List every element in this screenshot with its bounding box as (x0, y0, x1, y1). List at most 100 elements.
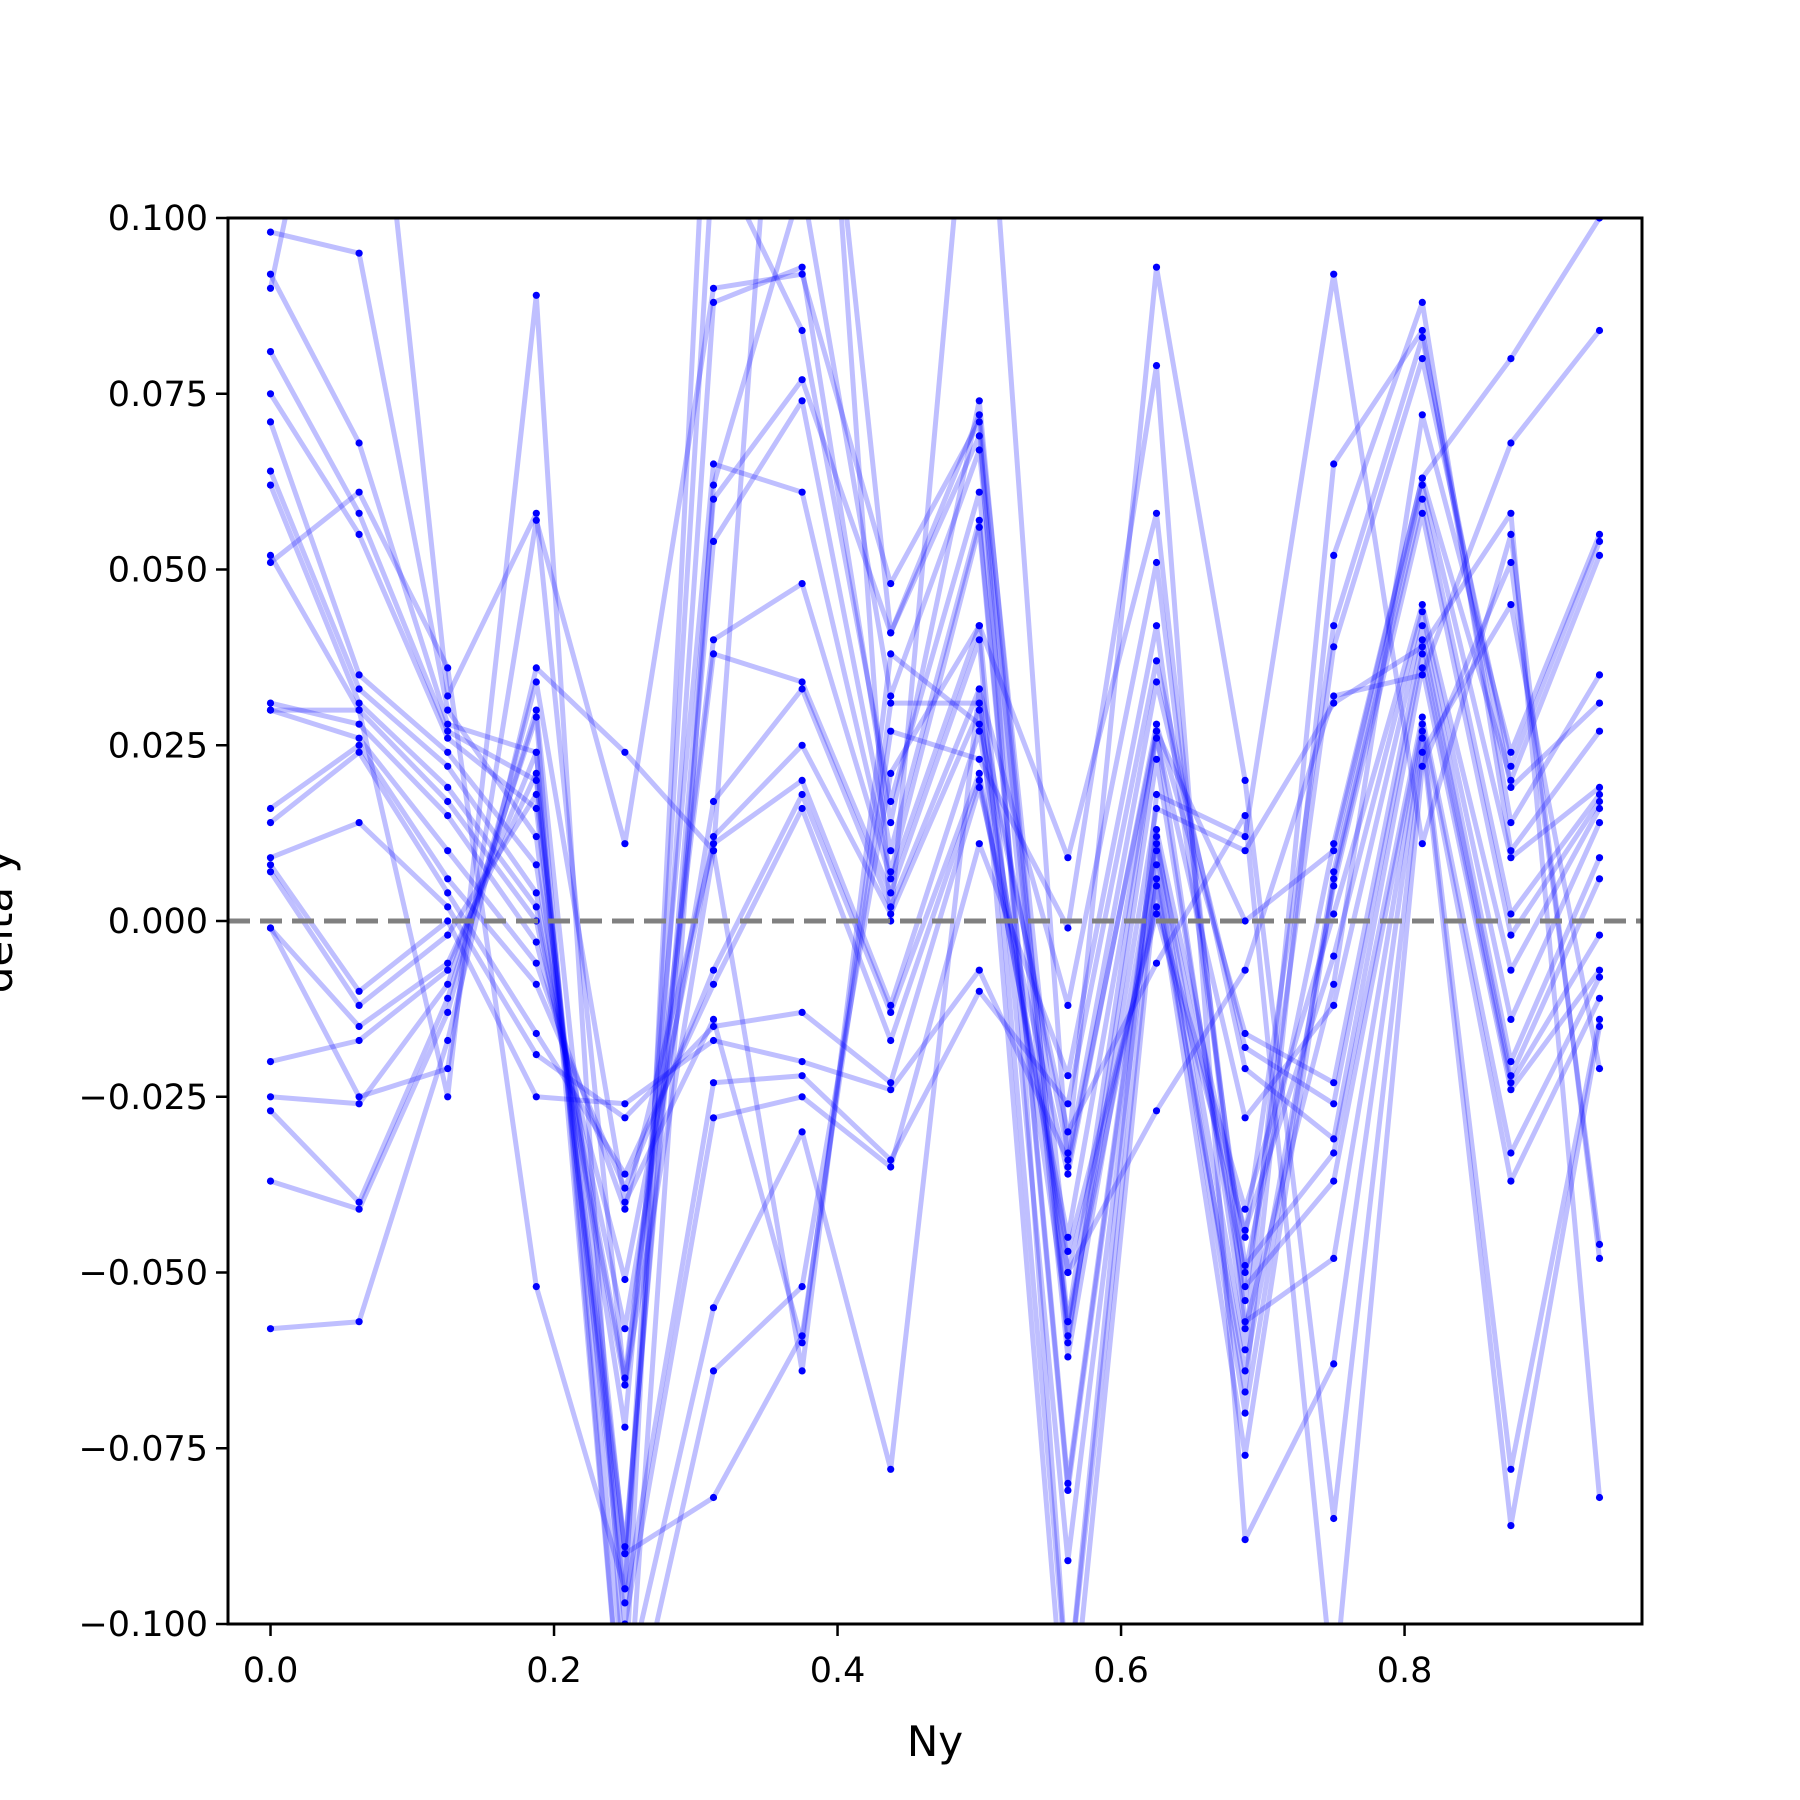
data-point (355, 1205, 363, 1213)
data-point (1241, 1029, 1249, 1038)
data-point (355, 685, 363, 693)
series-line-24 (270, 218, 1602, 1624)
data-point (621, 1381, 629, 1389)
data-point (887, 580, 895, 588)
data-point (1507, 819, 1515, 827)
data-point (1152, 509, 1161, 517)
data-point (355, 734, 363, 742)
data-point (798, 1008, 806, 1017)
data-point (1064, 1156, 1072, 1164)
data-point (1418, 355, 1426, 363)
data-point (1152, 755, 1161, 763)
data-point (532, 748, 540, 756)
series-line-16 (268, 623, 1602, 1624)
data-point (887, 910, 895, 918)
data-point (1330, 840, 1338, 848)
data-point (1330, 699, 1338, 707)
data-point (621, 1114, 629, 1122)
data-point (709, 284, 718, 292)
x-tick-label: 0.8 (1377, 1651, 1433, 1691)
data-point (266, 467, 275, 475)
data-point (709, 980, 718, 988)
data-point (887, 699, 895, 707)
data-point (621, 1198, 629, 1206)
data-point (444, 1065, 452, 1073)
data-point (621, 1170, 629, 1178)
data-point (975, 636, 983, 644)
data-point (1418, 474, 1426, 482)
data-point (1330, 460, 1338, 468)
data-point (709, 1022, 718, 1031)
data-point (1595, 804, 1604, 813)
data-point (444, 959, 452, 967)
data-point (266, 418, 275, 426)
data-point (1064, 1268, 1072, 1277)
data-point (1241, 966, 1249, 974)
data-point (709, 840, 718, 848)
data-point (355, 1198, 363, 1206)
data-point (1241, 1318, 1249, 1326)
data-point (975, 411, 983, 419)
series-line-7 (268, 482, 1602, 1624)
data-point (1064, 1100, 1072, 1108)
data-point (444, 783, 452, 792)
data-point (355, 509, 363, 517)
y-tick-label: −0.050 (78, 1254, 208, 1294)
data-point (1418, 333, 1426, 342)
data-point (975, 776, 983, 785)
data-point (355, 699, 363, 707)
data-point (266, 270, 275, 278)
data-point (1241, 1388, 1249, 1396)
data-point (1330, 875, 1338, 883)
data-point (266, 924, 275, 932)
data-point (887, 847, 895, 855)
data-point (709, 797, 718, 806)
data-point (1418, 671, 1426, 679)
data-point (532, 804, 540, 813)
data-point (1152, 678, 1161, 686)
data-point (887, 819, 895, 827)
data-point (532, 509, 540, 517)
data-point (709, 1114, 718, 1122)
data-point (1064, 1233, 1072, 1241)
data-point (355, 819, 363, 827)
data-point (975, 769, 983, 778)
data-point (1330, 1149, 1338, 1157)
data-point (266, 1058, 275, 1066)
data-point (444, 734, 452, 742)
series-line-14 (268, 651, 1602, 1163)
data-point (532, 959, 540, 967)
data-point (1595, 797, 1604, 806)
data-point (1507, 1015, 1515, 1024)
data-point (444, 1008, 452, 1017)
data-point (1330, 622, 1338, 630)
data-point (1330, 1001, 1338, 1010)
data-point (1595, 973, 1604, 981)
data-point (709, 966, 718, 974)
data-point (266, 390, 275, 398)
data-point (444, 931, 452, 939)
data-point (1418, 411, 1426, 419)
data-point (975, 987, 983, 995)
data-point (621, 1550, 629, 1558)
data-point (1241, 1536, 1249, 1544)
data-point (1064, 1128, 1072, 1136)
data-point (709, 650, 718, 658)
data-point (798, 270, 806, 278)
data-point (266, 699, 275, 707)
data-point (1595, 819, 1604, 827)
series-line-10 (269, 602, 1602, 1275)
data-point (1507, 1522, 1515, 1530)
data-point (1595, 699, 1604, 707)
data-point (532, 291, 540, 299)
data-point (1330, 910, 1338, 918)
data-point (709, 537, 718, 546)
data-point (798, 1332, 806, 1340)
data-point (532, 833, 540, 841)
data-point (1330, 692, 1338, 700)
data-point (1241, 1367, 1249, 1375)
data-point (532, 1093, 540, 1101)
data-point (444, 994, 452, 1002)
data-point (1064, 1353, 1072, 1361)
data-point (1152, 910, 1161, 918)
